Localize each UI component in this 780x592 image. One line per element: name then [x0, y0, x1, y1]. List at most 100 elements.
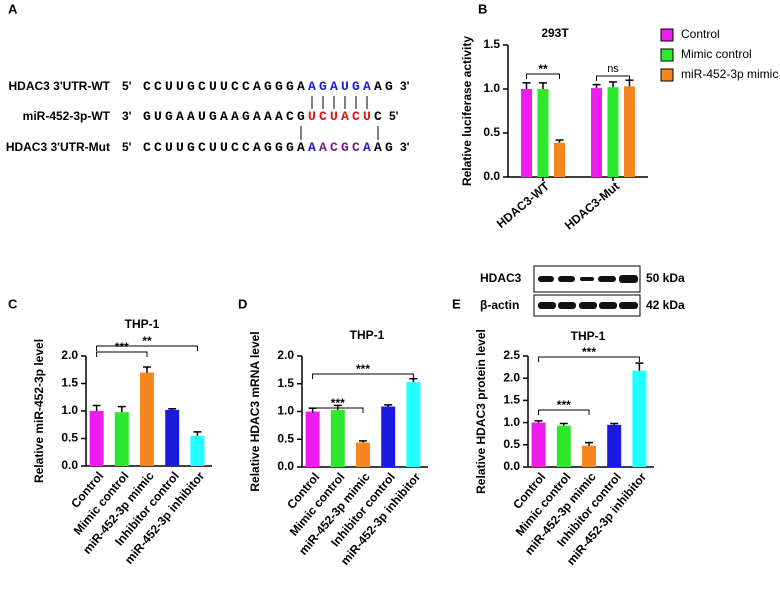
y-tick-label: 0.5 — [483, 125, 500, 139]
panel-label: C — [8, 296, 18, 311]
bar — [531, 422, 546, 467]
row-label: HDAC3 3'UTR-WT — [8, 79, 110, 93]
significance-bracket — [312, 373, 414, 379]
y-tick-label: 0.0 — [277, 459, 294, 473]
strand-start: 3' — [122, 109, 132, 123]
bar — [381, 406, 396, 467]
panel-label: E — [452, 296, 461, 311]
significance-bracket — [312, 407, 364, 413]
legend-label: miR-452-3p mimic — [681, 67, 778, 81]
chart-title: THP-1 — [350, 328, 385, 342]
significance-bracket — [96, 345, 198, 351]
sequence-segment: AGAUGA — [308, 79, 374, 94]
y-tick-label: 1.5 — [61, 376, 78, 390]
sequence-segment: ACGC — [319, 140, 363, 155]
sequence-segment: CCUUGCUUCCAGGGA — [143, 140, 308, 155]
row-label: miR-452-3p-WT — [23, 109, 111, 123]
strand-end: 3' — [400, 79, 410, 93]
y-tick-label: 1.5 — [277, 376, 294, 390]
bar — [165, 409, 180, 466]
y-tick-label: 0.0 — [503, 459, 520, 473]
legend-swatch — [660, 48, 674, 62]
sequence-segment: UCUACU — [308, 109, 374, 124]
chart-title: THP-1 — [571, 329, 606, 343]
chart-title: THP-1 — [125, 317, 160, 331]
y-tick-label: 2.5 — [503, 348, 520, 362]
significance-bracket — [538, 409, 590, 415]
sequence: CCUUGCUUCCAGGGAAGAUGAAG — [143, 79, 396, 94]
bar — [330, 409, 345, 467]
significance-label: ** — [538, 62, 548, 76]
strand-end: 3' — [400, 140, 410, 154]
y-axis-label: Relative luciferase activity — [460, 36, 474, 186]
sequence: CCUUGCUUCCAGGGAAACGCAAG — [143, 140, 396, 155]
bar — [537, 89, 549, 177]
y-tick-label: 1.0 — [503, 415, 520, 429]
y-tick-label: 1.0 — [277, 404, 294, 418]
bar — [406, 382, 421, 467]
panel-label: A — [8, 1, 18, 16]
significance-label: *** — [557, 398, 571, 412]
blot-protein: β-actin — [480, 298, 519, 312]
strand-start: 5' — [122, 79, 132, 93]
sequence-segment: AG — [374, 79, 396, 94]
legend-swatch — [660, 68, 674, 82]
bar — [89, 411, 104, 466]
y-tick-label: 1.5 — [483, 37, 500, 51]
significance-bracket — [596, 75, 630, 81]
significance-label: ns — [607, 63, 619, 75]
y-tick-label: 1.0 — [483, 81, 500, 95]
bar — [521, 89, 532, 177]
y-tick-label: 1.5 — [503, 393, 520, 407]
bar — [607, 424, 622, 467]
y-tick-label: 2.0 — [503, 370, 520, 384]
y-tick-label: 0.0 — [61, 458, 78, 472]
strand-start: 5' — [122, 140, 132, 154]
bar — [140, 372, 154, 466]
sequence-segment: A — [363, 140, 374, 155]
panel-label: D — [238, 296, 247, 311]
significance-bracket — [526, 73, 560, 79]
sequence-segment: C — [374, 109, 385, 124]
bar — [591, 88, 602, 177]
bar — [356, 442, 370, 467]
bar — [190, 435, 205, 466]
y-axis-label: Relative HDAC3 protein level — [474, 329, 488, 494]
y-tick-label: 1.0 — [61, 403, 78, 417]
significance-bracket — [538, 356, 640, 362]
bar — [624, 86, 635, 177]
sequence-segment: A — [308, 140, 319, 155]
sequence-segment: CCUUGCUUCCAGGGA — [143, 79, 308, 94]
significance-bracket — [96, 351, 148, 357]
bar — [607, 87, 619, 177]
chart-title: 293T — [541, 26, 569, 40]
bar — [305, 411, 320, 467]
legend-label: Mimic control — [681, 47, 752, 61]
y-tick-label: 2.0 — [61, 348, 78, 362]
significance-label: *** — [331, 396, 345, 410]
sequence-segment: GUGAAUGAAGAAACG — [143, 109, 308, 124]
row-label: HDAC3 3'UTR-Mut — [6, 140, 110, 154]
y-tick-label: 0.5 — [503, 437, 520, 451]
y-tick-label: 0.5 — [61, 431, 78, 445]
legend-swatch — [660, 28, 674, 42]
panel-label: B — [478, 1, 487, 16]
x-tick-label: HDAC3-Mut — [562, 179, 622, 233]
bar — [114, 412, 129, 466]
y-axis-label: Relative HDAC3 mRNA level — [248, 331, 262, 491]
x-tick-label: HDAC3-WT — [494, 179, 553, 231]
sequence-segment: AG — [374, 140, 396, 155]
y-tick-label: 0.5 — [277, 431, 294, 445]
blot-size: 50 kDa — [646, 271, 685, 285]
blot-image — [533, 265, 641, 317]
significance-label: *** — [356, 362, 370, 376]
bar — [582, 445, 596, 467]
bar — [556, 425, 571, 467]
strand-end: 5' — [389, 109, 399, 123]
legend-label: Control — [681, 27, 720, 41]
bar — [632, 370, 647, 467]
blot-protein: HDAC3 — [480, 271, 522, 285]
y-axis-label: Relative miR-452-3p level — [32, 339, 46, 483]
y-tick-label: 2.0 — [277, 348, 294, 362]
